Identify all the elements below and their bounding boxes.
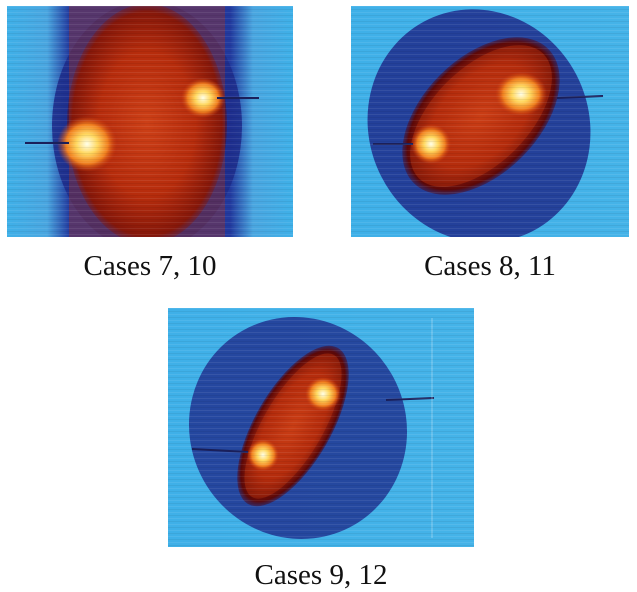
- thermal-image-cases-7-10: [7, 6, 293, 237]
- thermal-map-3: [168, 308, 474, 547]
- caption-cases-7-10: Cases 7, 10: [83, 250, 217, 282]
- thermal-image-cases-8-11: [351, 6, 629, 237]
- caption-cases-9-12: Cases 9, 12: [254, 559, 388, 591]
- thermal-image-cases-9-12: [168, 308, 474, 547]
- caption-cases-8-11: Cases 8, 11: [424, 250, 556, 282]
- thermal-map-1: [7, 6, 293, 237]
- thermal-map-2: [351, 6, 629, 237]
